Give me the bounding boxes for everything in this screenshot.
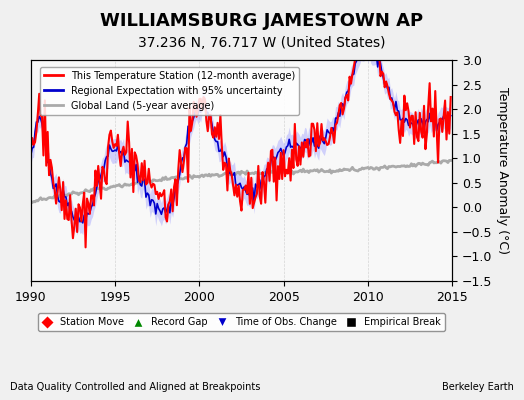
Text: Berkeley Earth: Berkeley Earth xyxy=(442,382,514,392)
Y-axis label: Temperature Anomaly (°C): Temperature Anomaly (°C) xyxy=(496,87,509,254)
Text: 37.236 N, 76.717 W (United States): 37.236 N, 76.717 W (United States) xyxy=(138,36,386,50)
Text: Data Quality Controlled and Aligned at Breakpoints: Data Quality Controlled and Aligned at B… xyxy=(10,382,261,392)
Legend: Station Move, Record Gap, Time of Obs. Change, Empirical Break: Station Move, Record Gap, Time of Obs. C… xyxy=(38,314,444,331)
Text: WILLIAMSBURG JAMESTOWN AP: WILLIAMSBURG JAMESTOWN AP xyxy=(101,12,423,30)
